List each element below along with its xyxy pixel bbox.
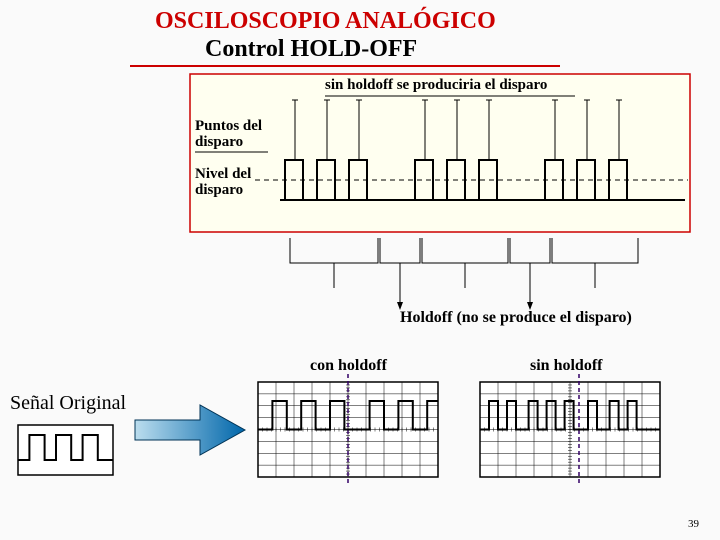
page-number: 39: [688, 518, 699, 530]
scope-center-lines: [0, 0, 720, 540]
